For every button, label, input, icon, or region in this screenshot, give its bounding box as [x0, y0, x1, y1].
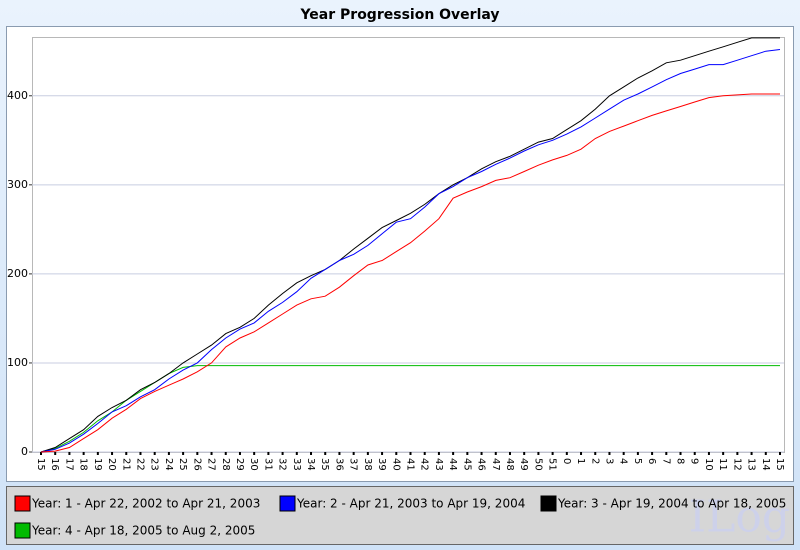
x-tick-label: 3: [603, 458, 614, 464]
x-tick-label: 15: [35, 458, 46, 471]
x-tick-label: 40: [390, 458, 401, 471]
y-tick-label: 0: [21, 445, 28, 458]
x-tick-label: 4: [618, 458, 629, 464]
x-tick-label: 21: [120, 458, 131, 471]
x-tick-label: 51: [547, 458, 558, 471]
x-tick-label: 15: [774, 458, 785, 471]
x-tick-label: 48: [504, 458, 515, 471]
plot-area: [32, 37, 785, 453]
x-tick-label: 24: [163, 458, 174, 471]
x-tick-label: 32: [277, 458, 288, 471]
x-tick-label: 16: [49, 458, 60, 471]
x-tick-label: 6: [646, 458, 657, 464]
x-tick-label: 22: [134, 458, 145, 471]
series-line: [40, 49, 781, 453]
x-tick-label: 27: [206, 458, 217, 471]
x-tick-label: 38: [362, 458, 373, 471]
legend: [6, 486, 794, 545]
x-tick-label: 31: [262, 458, 273, 471]
chart-title: Year Progression Overlay: [299, 7, 499, 23]
x-tick-label: 36: [333, 458, 344, 471]
x-tick-label: 34: [305, 458, 316, 471]
x-tick-label: 23: [149, 458, 160, 471]
x-tick-label: 42: [419, 458, 430, 471]
x-tick-label: 25: [177, 458, 188, 471]
legend-swatch: [279, 495, 296, 512]
y-tick-label: 100: [7, 356, 28, 369]
x-tick-label: 49: [518, 458, 529, 471]
legend-swatch: [14, 495, 31, 512]
x-tick-label: 18: [78, 458, 89, 471]
watermark: ILog: [689, 492, 790, 543]
legend-swatch: [14, 522, 31, 539]
x-tick-label: 41: [405, 458, 416, 471]
series-line: [40, 37, 780, 453]
y-tick-label: 400: [7, 89, 28, 102]
legend-label: Year: 3 - Apr 19, 2004 to Apr 18, 2005: [557, 497, 786, 511]
x-tick-label: 11: [717, 458, 728, 471]
x-tick-label: 8: [675, 458, 686, 464]
x-tick-label: 2: [589, 458, 600, 464]
x-tick-label: 14: [760, 458, 771, 471]
x-tick-label: 19: [92, 458, 103, 471]
x-tick-label: 0: [561, 458, 572, 464]
x-tick-label: 39: [376, 458, 387, 471]
legend-label: Year: 1 - Apr 22, 2002 to Apr 21, 2003: [31, 497, 260, 511]
y-tick-label: 300: [7, 178, 28, 191]
x-tick-label: 50: [532, 458, 543, 471]
x-tick-label: 20: [106, 458, 117, 471]
x-tick-label: 1: [575, 458, 586, 464]
x-tick-label: 37: [348, 458, 359, 471]
x-tick-label: 26: [191, 458, 202, 471]
x-tick-label: 7: [660, 458, 671, 464]
x-tick-label: 33: [291, 458, 302, 471]
x-tick-label: 5: [632, 458, 643, 464]
legend-label: Year: 4 - Apr 18, 2005 to Aug 2, 2005: [31, 524, 255, 538]
x-tick-label: 10: [703, 458, 714, 471]
y-tick-label: 200: [7, 267, 28, 280]
legend-swatch: [540, 495, 557, 512]
x-tick-label: 44: [447, 458, 458, 471]
x-tick-label: 47: [490, 458, 501, 471]
x-tick-label: 13: [746, 458, 757, 471]
x-tick-label: 9: [689, 458, 700, 464]
x-tick-label: 45: [461, 458, 472, 471]
x-tick-label: 29: [234, 458, 245, 471]
x-tick-label: 35: [319, 458, 330, 471]
x-tick-label: 12: [731, 458, 742, 471]
x-tick-label: 43: [433, 458, 444, 471]
x-tick-label: 46: [476, 458, 487, 471]
series-line: [40, 93, 780, 453]
x-tick-label: 28: [220, 458, 231, 471]
x-tick-label: 30: [248, 458, 259, 471]
x-tick-label: 17: [63, 458, 74, 471]
legend-label: Year: 2 - Apr 21, 2003 to Apr 19, 2004: [296, 497, 525, 511]
